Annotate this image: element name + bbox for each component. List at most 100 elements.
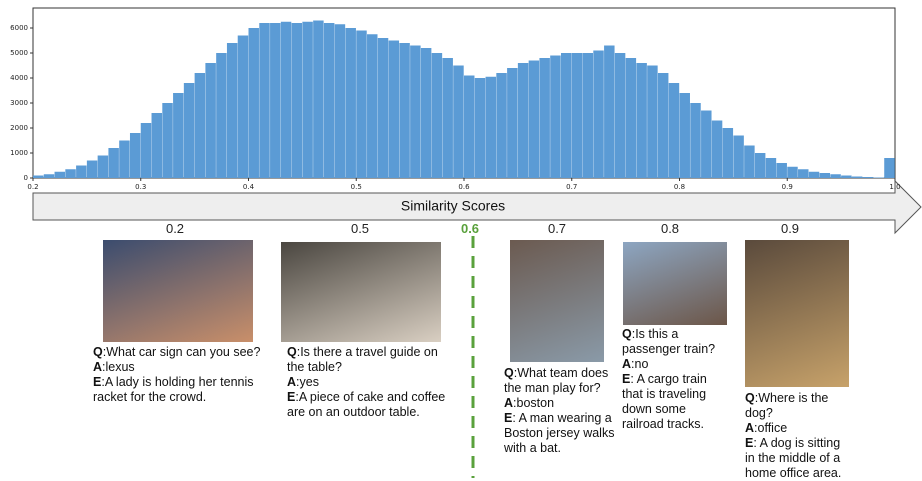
- answer-line: A:yes: [287, 375, 452, 390]
- answer-line: A:lexus: [93, 360, 278, 375]
- bar: [399, 43, 410, 178]
- bar: [528, 60, 540, 178]
- bar: [237, 35, 249, 178]
- bar: [205, 63, 216, 178]
- bar: [647, 65, 658, 178]
- bar: [873, 177, 884, 178]
- score-label: 0.9: [780, 221, 800, 236]
- bar: [129, 133, 141, 178]
- score-label: 0.8: [660, 221, 680, 236]
- example-text: Q:What team does the man play for? A:bost…: [504, 366, 616, 456]
- bar: [604, 45, 615, 178]
- bar: [345, 28, 356, 178]
- bar: [474, 78, 486, 178]
- example-text: Q:Where is the dog? A:office E: A dog is s…: [745, 391, 853, 481]
- x-tick-label: 0.4: [243, 183, 255, 191]
- explanation: :A lady is holding her tennis racket for…: [93, 375, 254, 404]
- x-tick-label: 1.0: [889, 183, 900, 191]
- answer-prefix: A: [745, 421, 755, 435]
- bar: [464, 75, 475, 178]
- answer-line: A:boston: [504, 396, 616, 411]
- axis-arrow: [32, 179, 922, 235]
- y-tick-label: 0: [24, 174, 28, 182]
- x-tick-label: 0.6: [458, 183, 470, 191]
- question-line: Q:Where is the dog?: [745, 391, 853, 421]
- y-tick-label: 1000: [10, 149, 28, 157]
- example-image: [510, 240, 604, 362]
- bar: [851, 176, 863, 178]
- answer: :boston: [513, 396, 555, 410]
- explanation-prefix: E: [93, 375, 102, 389]
- explanation-line: E: A dog is sitting in the middle of a h…: [745, 436, 853, 481]
- bar: [701, 110, 712, 178]
- example-image: [745, 240, 849, 387]
- explanation-prefix: E: [745, 436, 754, 450]
- score-label: 0.5: [350, 221, 370, 236]
- explanation-line: E:A piece of cake and coffee are on an o…: [287, 390, 452, 420]
- bar: [334, 24, 346, 178]
- x-tick-label: 0.7: [566, 183, 577, 191]
- y-tick-label: 4000: [10, 74, 28, 82]
- bar: [690, 103, 701, 178]
- bar: [86, 160, 98, 178]
- y-tick-label: 3000: [10, 99, 28, 107]
- question-line: Q:What car sign can you see?: [93, 345, 278, 360]
- question: :Is there a travel guide on the table?: [287, 345, 438, 374]
- bar: [862, 177, 874, 178]
- question-prefix: Q: [93, 345, 103, 359]
- bar: [517, 63, 529, 178]
- answer-prefix: A: [93, 360, 103, 374]
- bar: [625, 58, 637, 178]
- bar: [377, 38, 389, 178]
- question-line: Q:Is there a travel guide on the table?: [287, 345, 452, 375]
- bar: [733, 135, 744, 178]
- bar: [830, 174, 841, 178]
- bar: [108, 148, 119, 178]
- answer: :no: [631, 357, 649, 371]
- bar: [496, 73, 507, 178]
- bar: [657, 73, 669, 178]
- answer-prefix: A: [622, 357, 632, 371]
- question-line: Q:What team does the man play for?: [504, 366, 616, 396]
- bar: [173, 93, 184, 178]
- bar: [183, 83, 195, 178]
- bar: [410, 45, 421, 178]
- bar: [76, 165, 87, 178]
- bar: [431, 53, 443, 178]
- bar: [119, 140, 130, 178]
- bar: [43, 174, 55, 178]
- bar: [884, 158, 895, 178]
- bar: [302, 21, 313, 178]
- bar: [808, 171, 820, 178]
- x-tick-label: 0.5: [351, 183, 362, 191]
- bar: [582, 53, 593, 178]
- y-tick-label: 5000: [10, 49, 28, 57]
- bar: [291, 23, 303, 178]
- bar: [636, 63, 647, 178]
- example-image: [281, 242, 441, 342]
- bar: [280, 21, 292, 178]
- bar: [33, 175, 44, 178]
- x-tick-label: 0.2: [27, 183, 38, 191]
- question: :Where is the dog?: [745, 391, 829, 420]
- x-tick-label: 0.9: [782, 183, 793, 191]
- question-line: Q:Is this a passenger train?: [622, 327, 730, 357]
- bar: [841, 175, 852, 178]
- example-text: Q:What car sign can you see? A:lexus E:A l…: [93, 345, 278, 405]
- y-tick-label: 2000: [10, 124, 28, 132]
- bar: [550, 55, 561, 178]
- bar: [711, 120, 723, 178]
- x-tick-label: 0.3: [135, 183, 146, 191]
- bar: [151, 113, 162, 178]
- example-image: [103, 240, 253, 342]
- x-axis-label: Similarity Scores: [401, 198, 505, 214]
- bar: [453, 65, 464, 178]
- explanation: : A man wearing a Boston jersey walks wi…: [504, 411, 615, 455]
- question-prefix: Q: [745, 391, 755, 405]
- question: :What car sign can you see?: [102, 345, 261, 359]
- bar: [194, 73, 206, 178]
- answer: :lexus: [102, 360, 135, 374]
- bar: [54, 171, 66, 178]
- explanation: : A cargo train that is traveling down s…: [622, 372, 707, 431]
